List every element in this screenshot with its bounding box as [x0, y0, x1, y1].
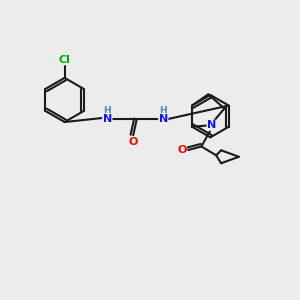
Text: N: N — [103, 114, 112, 124]
Text: Cl: Cl — [59, 55, 70, 64]
Text: H: H — [103, 106, 111, 115]
Text: H: H — [159, 106, 167, 115]
Text: O: O — [128, 137, 138, 147]
Text: N: N — [207, 120, 216, 130]
Text: N: N — [159, 114, 168, 124]
Text: O: O — [177, 145, 186, 155]
